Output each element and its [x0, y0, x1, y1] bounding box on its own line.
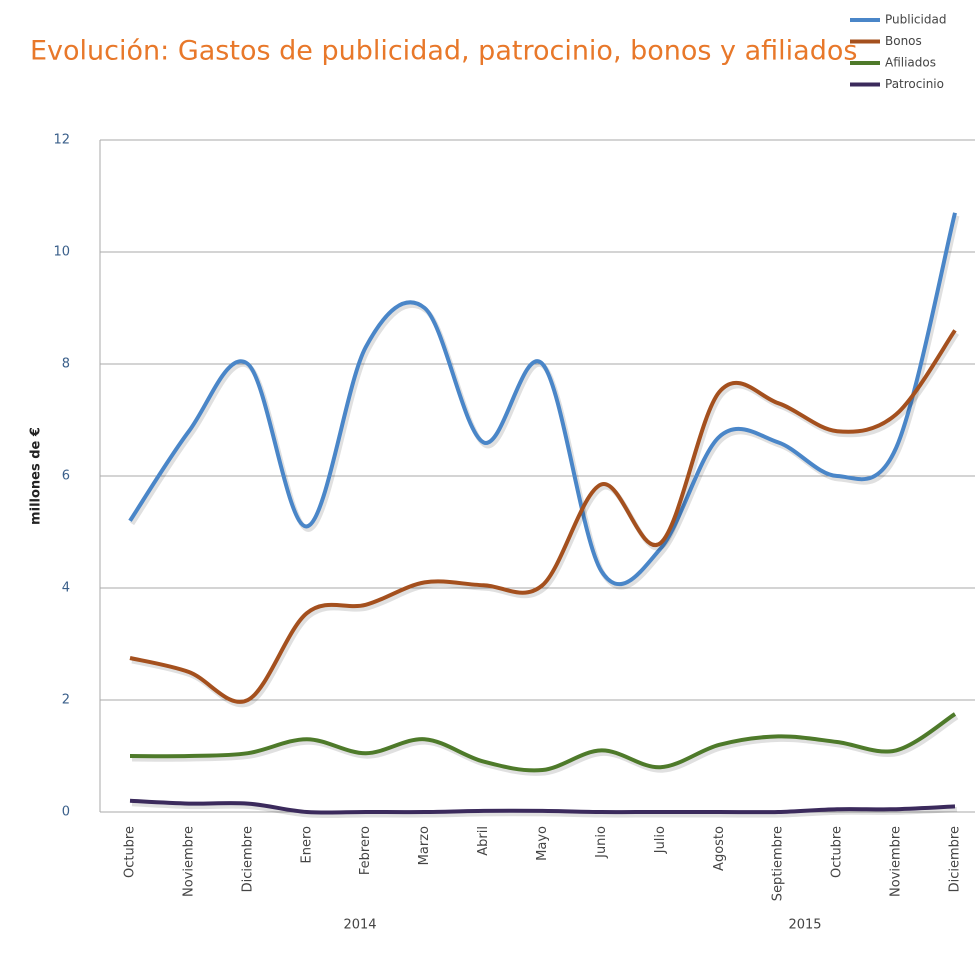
y-tick-label: 8: [62, 357, 70, 372]
x-tick-label: Diciembre: [240, 826, 255, 892]
x-tick-label: Noviembre: [181, 826, 196, 897]
x-tick-label: Septiembre: [771, 826, 786, 901]
y-axis-label: millones de €: [29, 427, 44, 525]
legend-label: Afiliados: [885, 56, 936, 70]
line-shadow: [129, 215, 960, 590]
y-tick-label: 4: [62, 581, 70, 596]
x-tick-label: Julio: [653, 826, 668, 854]
x-tick-label: Febrero: [358, 826, 373, 875]
x-tick-label: Abril: [476, 826, 491, 856]
legend-label: Bonos: [885, 34, 922, 48]
legend-label: Publicidad: [885, 13, 946, 27]
series-line: [128, 212, 957, 587]
x-tick-label: Junio: [594, 826, 609, 859]
y-tick-label: 12: [53, 133, 70, 148]
x-tick-label: Marzo: [417, 826, 432, 865]
x-tick-label: Agosto: [712, 826, 727, 871]
x-tick-label: Noviembre: [889, 826, 904, 897]
y-tick-label: 2: [62, 693, 70, 708]
x-tick-label: Mayo: [535, 826, 550, 861]
series-line: [129, 329, 957, 704]
chart-title: Evolución: Gastos de publicidad, patroci…: [30, 36, 857, 67]
y-tick-label: 10: [53, 245, 70, 260]
x-tick-label: Enero: [299, 826, 314, 864]
x-group-label: 2015: [788, 918, 821, 933]
y-tick-label: 6: [62, 469, 70, 484]
x-group-label: 2014: [343, 918, 376, 933]
series-line: [129, 712, 957, 773]
y-tick-label: 0: [62, 805, 70, 820]
line-shadow: [131, 714, 959, 776]
x-tick-label: Diciembre: [948, 826, 963, 892]
line-shadow: [131, 331, 960, 708]
x-tick-label: Octubre: [830, 826, 845, 878]
series-line: [129, 798, 956, 815]
x-tick-label: Octubre: [123, 826, 138, 878]
line-shadow: [131, 801, 958, 819]
legend-label: Patrocinio: [885, 77, 944, 91]
